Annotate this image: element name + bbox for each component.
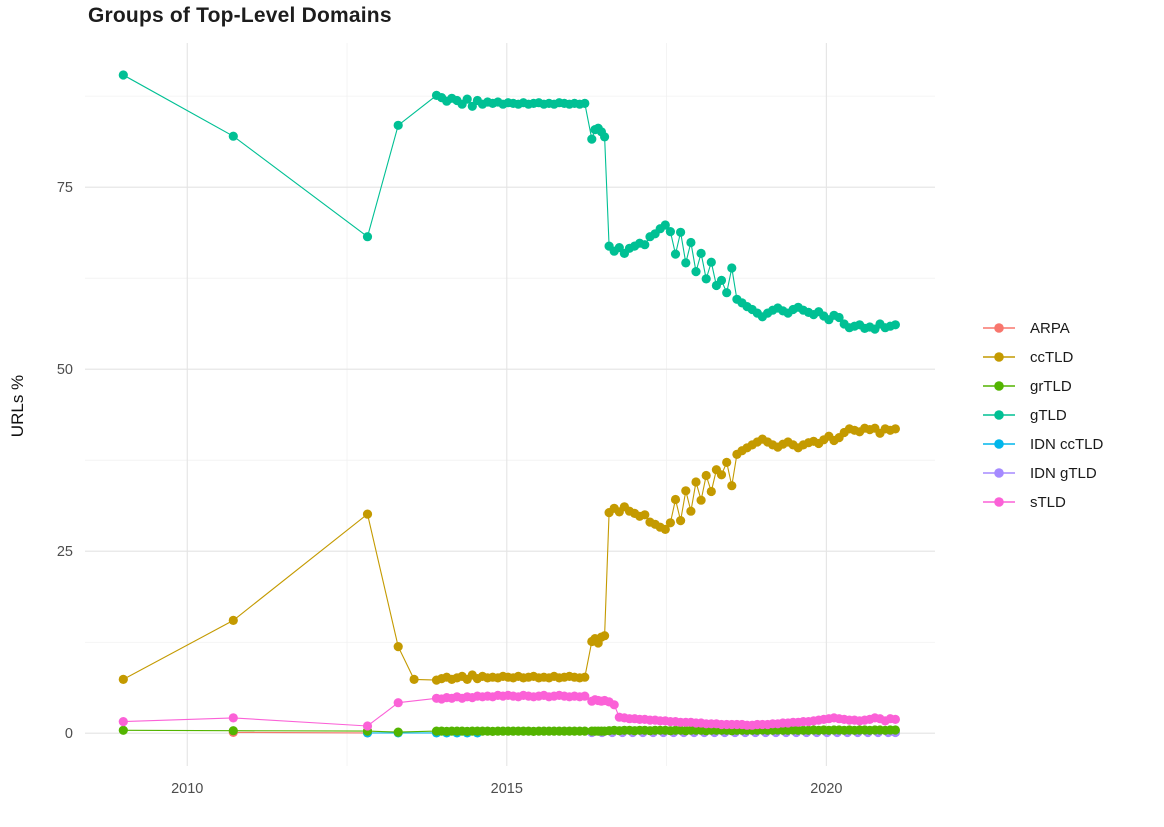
x-tick-label: 2020 bbox=[810, 781, 842, 797]
data-point-cctld bbox=[676, 516, 686, 526]
series-line-arpa bbox=[233, 731, 368, 734]
legend-item-idn-cctld: IDN ccTLD bbox=[982, 434, 1103, 454]
data-point-gtld bbox=[727, 263, 737, 273]
data-point-stld bbox=[228, 713, 238, 723]
data-point-cctld bbox=[696, 495, 706, 505]
data-point-cctld bbox=[727, 481, 737, 491]
y-tick-label: 75 bbox=[57, 180, 73, 196]
data-point-stld bbox=[118, 717, 128, 727]
legend-key-icon bbox=[983, 381, 1015, 391]
legend-label: sTLD bbox=[1030, 493, 1066, 511]
legend-label: IDN ccTLD bbox=[1030, 435, 1104, 453]
data-point-grtld bbox=[580, 726, 590, 736]
data-point-gtld bbox=[580, 98, 590, 108]
data-point-grtld bbox=[118, 725, 128, 735]
data-point-stld bbox=[362, 721, 373, 731]
data-point-gtld bbox=[600, 132, 610, 142]
legend-label: IDN gTLD bbox=[1030, 464, 1097, 482]
y-tick-label: 0 bbox=[65, 726, 73, 742]
legend-label: grTLD bbox=[1030, 377, 1072, 395]
data-point-gtld bbox=[362, 232, 373, 242]
data-point-cctld bbox=[716, 470, 727, 480]
legend-key-icon bbox=[983, 439, 1015, 449]
data-point-cctld bbox=[722, 457, 732, 467]
data-point-gtld bbox=[716, 275, 727, 285]
data-point-gtld bbox=[462, 94, 472, 104]
legend-label: ARPA bbox=[1030, 319, 1070, 337]
data-point-gtld bbox=[393, 120, 403, 130]
data-point-cctld bbox=[706, 486, 716, 497]
data-point-gtld bbox=[670, 249, 681, 259]
data-point-cctld bbox=[890, 424, 901, 434]
legend-item-idn-gtld: IDN gTLD bbox=[982, 463, 1103, 483]
data-point-cctld bbox=[665, 518, 676, 528]
data-point-cctld bbox=[393, 642, 403, 652]
legend-key-icon bbox=[983, 410, 1015, 420]
data-point-gtld bbox=[660, 220, 670, 230]
legend-key-icon bbox=[983, 352, 1015, 362]
data-point-grtld bbox=[393, 727, 403, 737]
data-point-gtld bbox=[686, 237, 696, 248]
data-point-gtld bbox=[228, 131, 238, 141]
data-point-cctld bbox=[640, 510, 650, 520]
data-point-gtld bbox=[118, 70, 128, 80]
x-tick-label: 2015 bbox=[491, 781, 523, 797]
data-point-gtld bbox=[890, 320, 901, 330]
data-point-gtld bbox=[691, 267, 701, 277]
data-point-cctld bbox=[686, 506, 696, 516]
y-tick-label: 50 bbox=[57, 362, 73, 378]
y-tick-label: 25 bbox=[57, 544, 73, 560]
data-point-cctld bbox=[701, 470, 711, 481]
legend-item-arpa: ARPA bbox=[982, 318, 1103, 338]
data-point-cctld bbox=[580, 672, 590, 682]
data-point-gtld bbox=[676, 227, 686, 237]
data-point-cctld bbox=[660, 524, 670, 535]
series-line-gtld bbox=[123, 74, 896, 330]
data-point-cctld bbox=[118, 674, 128, 685]
data-point-grtld bbox=[228, 726, 238, 736]
legend: ARPA ccTLD grTLD gTLD IDN ccTLD IDN gTLD sTLD bbox=[982, 318, 1103, 512]
data-point-stld bbox=[580, 691, 590, 701]
data-point-cctld bbox=[409, 674, 419, 685]
data-point-gtld bbox=[640, 240, 650, 250]
data-point-gtld bbox=[722, 288, 732, 298]
data-point-cctld bbox=[670, 494, 681, 505]
data-point-stld bbox=[609, 700, 619, 710]
legend-key-icon bbox=[983, 468, 1015, 478]
data-point-stld bbox=[890, 714, 901, 725]
data-point-gtld bbox=[587, 134, 597, 144]
data-point-cctld bbox=[600, 631, 610, 641]
legend-item-gtld: gTLD bbox=[982, 405, 1103, 425]
legend-key-icon bbox=[983, 497, 1015, 507]
data-point-gtld bbox=[681, 258, 691, 268]
legend-label: gTLD bbox=[1030, 406, 1067, 424]
legend-key-icon bbox=[983, 323, 1015, 333]
data-point-cctld bbox=[362, 509, 373, 519]
data-point-cctld bbox=[691, 477, 701, 487]
data-point-gtld bbox=[696, 248, 706, 258]
data-point-cctld bbox=[681, 486, 691, 496]
data-point-gtld bbox=[706, 257, 716, 267]
chart-title: Groups of Top-Level Domains bbox=[88, 4, 392, 27]
legend-item-grtld: grTLD bbox=[982, 376, 1103, 396]
x-tick-label: 2010 bbox=[171, 781, 203, 797]
legend-label: ccTLD bbox=[1030, 348, 1074, 366]
data-point-stld bbox=[393, 698, 403, 708]
data-point-gtld bbox=[701, 274, 711, 284]
data-point-gtld bbox=[834, 312, 844, 323]
data-point-cctld bbox=[228, 615, 238, 626]
data-point-grtld bbox=[890, 725, 901, 735]
legend-item-cctld: ccTLD bbox=[982, 347, 1103, 367]
legend-item-stld: sTLD bbox=[982, 492, 1103, 512]
data-point-gtld bbox=[665, 227, 676, 237]
